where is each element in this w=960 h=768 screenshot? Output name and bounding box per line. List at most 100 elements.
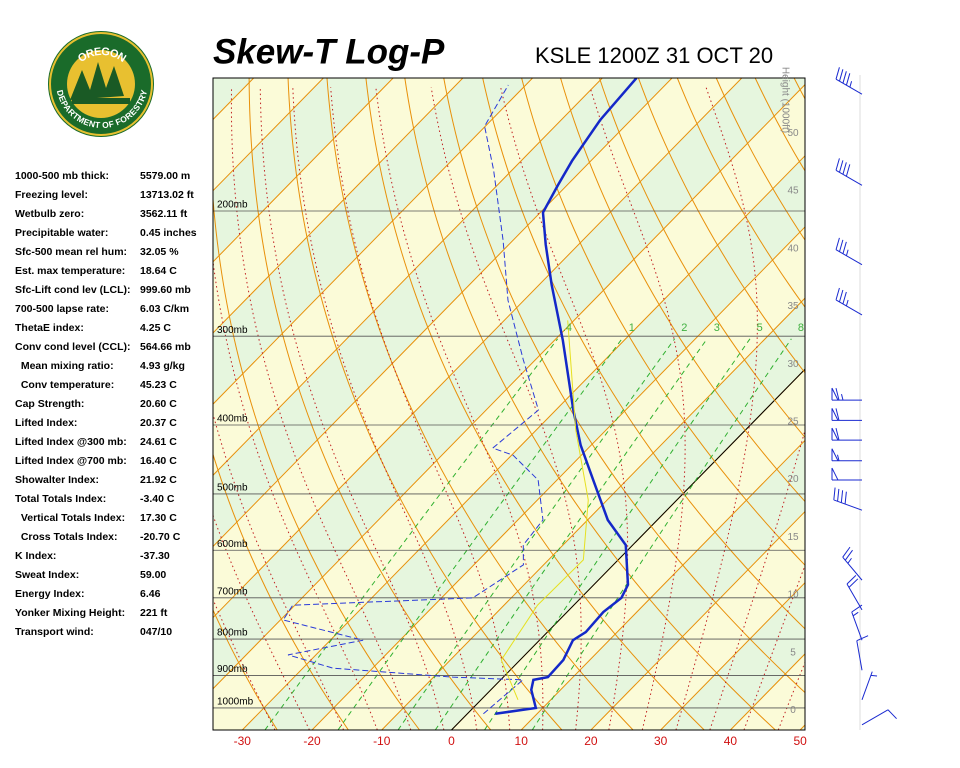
y-tick-label: 300mb xyxy=(217,325,248,336)
barb-shape xyxy=(831,408,862,421)
isotherm xyxy=(520,439,805,730)
index-value: 45.23 C xyxy=(140,379,177,391)
wind-barb xyxy=(831,448,862,462)
mixing-ratio-label: 2 xyxy=(681,322,687,334)
barb-shape xyxy=(831,467,862,481)
reference-lines xyxy=(213,78,960,730)
dry-adiabat xyxy=(911,78,960,730)
isotherm xyxy=(213,78,394,263)
axis-labels: -30 -20 -10 0 10 20 30 40 50.4 1 2 3 5 8200mb300mb400… xyxy=(217,128,807,748)
y2-tick-label: 10 xyxy=(787,590,799,601)
isotherm xyxy=(311,226,805,730)
barb-shape xyxy=(833,487,863,511)
y2-tick-label: 50 xyxy=(787,128,799,139)
barb-shape xyxy=(835,67,863,95)
index-value: 21.92 C xyxy=(140,474,177,486)
barb-shape xyxy=(846,574,863,611)
index-value: 20.60 C xyxy=(140,398,177,410)
index-label: Lifted Index @700 mb: xyxy=(15,455,127,467)
wind-barb xyxy=(856,635,869,671)
index-label: Sfc-500 mean rel hum: xyxy=(15,246,127,258)
barb-shape xyxy=(856,635,869,671)
plot-frame xyxy=(212,77,806,731)
mixing-ratio-label: 5 xyxy=(757,322,763,334)
index-label: Sweat Index: xyxy=(15,569,79,581)
indices-table: 1000-500 mb thick: 5579.00 m Freezing leve… xyxy=(15,170,197,638)
x-tick-label: 40 xyxy=(724,734,738,748)
index-value: 4.93 g/kg xyxy=(140,360,185,372)
dry-adiabat xyxy=(637,78,805,374)
wind-barb xyxy=(842,546,863,581)
index-label: Conv temperature: xyxy=(15,379,114,391)
y2-tick-label: 30 xyxy=(787,359,799,370)
isotherm xyxy=(213,78,673,548)
index-value: 24.61 C xyxy=(140,436,177,448)
logo-top: OREGON xyxy=(76,46,128,65)
mixing-ratio-line xyxy=(531,338,792,730)
index-value: 32.05 % xyxy=(140,246,179,258)
dry-adiabat xyxy=(287,78,563,730)
index-value: 16.40 C xyxy=(140,455,177,467)
x-tick-label: 50 xyxy=(793,734,807,748)
dry-adiabat xyxy=(482,78,805,630)
isotherm xyxy=(213,78,743,619)
index-label: Freezing level: xyxy=(15,189,88,201)
index-label: Lifted Index: xyxy=(15,417,77,429)
moist-adiabat xyxy=(213,257,378,730)
y2-axis-label: Height (1000ft) xyxy=(779,67,790,133)
dry-adiabat xyxy=(213,192,420,730)
x-tick-label: 20 xyxy=(584,734,598,748)
y-tick-label: 1000mb xyxy=(217,697,254,708)
index-value: 4.25 C xyxy=(140,322,171,334)
wind-barb xyxy=(835,67,863,95)
profile-line xyxy=(495,78,638,716)
barb-shape xyxy=(835,287,863,316)
index-label: ThetaE index: xyxy=(15,322,84,334)
barb-shape xyxy=(835,158,863,186)
band xyxy=(213,84,805,730)
wind-barb xyxy=(831,408,862,421)
mixing-ratio-label: 3 xyxy=(714,322,720,334)
isotherm xyxy=(381,297,805,730)
index-value: 0.45 inches xyxy=(140,227,197,239)
index-value: -3.40 C xyxy=(140,493,175,505)
index-value: 6.03 C/km xyxy=(140,303,189,315)
moist-adiabat xyxy=(213,598,276,730)
mixing-ratio-label: 8 xyxy=(798,322,804,334)
index-label: K Index: xyxy=(15,550,56,562)
x-tick-label: -10 xyxy=(373,734,391,748)
chart-title: Skew-T Log-P xyxy=(213,32,445,71)
logo-ring-border xyxy=(49,32,153,136)
wind-barb xyxy=(851,604,863,641)
barb-shape xyxy=(831,387,862,401)
isotherm xyxy=(213,78,603,476)
y-tick-label: 200mb xyxy=(217,200,248,211)
y2-tick-label: 20 xyxy=(787,474,799,485)
y2-tick-label: 40 xyxy=(787,243,799,254)
dry-adiabat xyxy=(598,78,805,439)
dry-adiabat xyxy=(365,78,705,730)
y-tick-label: 900mb xyxy=(217,664,248,675)
index-value: 3562.11 ft xyxy=(140,208,188,220)
wind-barb xyxy=(831,427,862,441)
index-value: 20.37 C xyxy=(140,417,177,429)
isotherm xyxy=(590,510,805,730)
x-tick-label: 0 xyxy=(448,734,455,748)
index-label: 700-500 lapse rate: xyxy=(15,303,109,315)
logo-top-text: OREGON xyxy=(76,46,128,65)
index-label: Total Totals Index: xyxy=(15,493,106,505)
mixing-ratio-label: .4 xyxy=(563,322,572,334)
profile-line xyxy=(500,320,589,701)
dry-adiabat xyxy=(676,78,805,308)
dry-adiabat xyxy=(213,452,349,730)
barb-shape xyxy=(851,604,863,641)
mixing-ratio-line xyxy=(264,338,559,730)
moist-adiabat xyxy=(813,87,960,730)
dry-adiabat xyxy=(213,608,278,730)
zero-isotherm xyxy=(451,368,805,730)
wind-barb xyxy=(835,158,863,186)
profile-line xyxy=(282,84,544,715)
dry-adiabat xyxy=(248,78,492,730)
